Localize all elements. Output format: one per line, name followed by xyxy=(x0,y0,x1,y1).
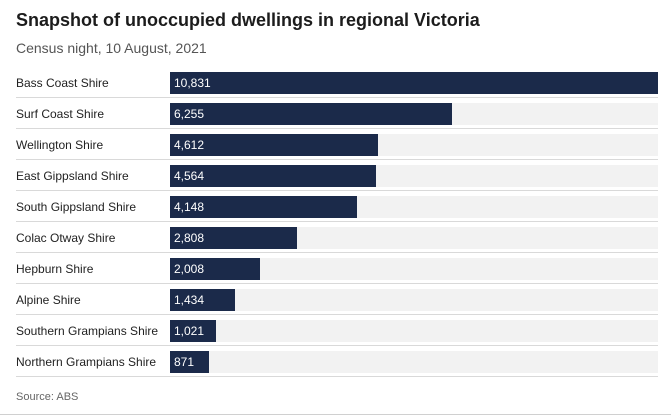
bar-track: 10,831 xyxy=(170,72,658,94)
bar: 871 xyxy=(170,351,209,373)
row-divider xyxy=(16,314,658,315)
bar-track: 4,564 xyxy=(170,165,658,187)
bar-value-label: 1,021 xyxy=(174,324,205,338)
bar-row: Surf Coast Shire 6,255 xyxy=(0,103,671,134)
chart-title: Snapshot of unoccupied dwellings in regi… xyxy=(16,10,480,30)
row-divider xyxy=(16,345,658,346)
source-note: Source: ABS xyxy=(16,391,79,403)
row-divider xyxy=(16,283,658,284)
category-label: Hepburn Shire xyxy=(16,262,94,276)
bar-track: 2,008 xyxy=(170,258,658,280)
bar-track: 4,612 xyxy=(170,134,658,156)
bar: 4,612 xyxy=(170,134,378,156)
bar: 4,564 xyxy=(170,165,376,187)
bar-row: Wellington Shire 4,612 xyxy=(0,134,671,165)
category-label: Surf Coast Shire xyxy=(16,107,105,121)
bar: 6,255 xyxy=(170,103,452,125)
bar-value-label: 4,564 xyxy=(174,169,205,183)
category-label: Colac Otway Shire xyxy=(16,231,116,245)
bar-track: 4,148 xyxy=(170,196,658,218)
category-label: Alpine Shire xyxy=(16,293,81,307)
row-divider xyxy=(16,252,658,253)
bar: 1,434 xyxy=(170,289,235,311)
row-divider xyxy=(16,376,658,377)
bar-row: Hepburn Shire 2,008 xyxy=(0,258,671,289)
bar-value-label: 4,148 xyxy=(174,200,205,214)
bar: 2,808 xyxy=(170,227,297,249)
bar-value-label: 6,255 xyxy=(174,107,205,121)
chart-subtitle: Census night, 10 August, 2021 xyxy=(16,40,207,56)
bar-value-label: 2,808 xyxy=(174,231,205,245)
row-divider xyxy=(16,190,658,191)
bar-track: 2,808 xyxy=(170,227,658,249)
bar-row: East Gippsland Shire 4,564 xyxy=(0,165,671,196)
bar-track: 1,434 xyxy=(170,289,658,311)
bar-row: Bass Coast Shire 10,831 xyxy=(0,72,671,103)
category-label: Wellington Shire xyxy=(16,138,104,152)
bar-row: Southern Grampians Shire 1,021 xyxy=(0,320,671,351)
footer-divider xyxy=(0,414,671,415)
bar-value-label: 10,831 xyxy=(174,76,211,90)
bar-value-label: 2,008 xyxy=(174,262,205,276)
bar: 4,148 xyxy=(170,196,357,218)
bar: 2,008 xyxy=(170,258,260,280)
bar-row: South Gippsland Shire 4,148 xyxy=(0,196,671,227)
bar-value-label: 871 xyxy=(174,355,195,369)
bar-row: Northern Grampians Shire 871 xyxy=(0,351,671,382)
row-divider xyxy=(16,221,658,222)
bar-value-label: 1,434 xyxy=(174,293,205,307)
bar-row: Alpine Shire 1,434 xyxy=(0,289,671,320)
category-label: Bass Coast Shire xyxy=(16,76,109,90)
category-label: Southern Grampians Shire xyxy=(16,324,159,338)
bar-chart: Bass Coast Shire 10,831 Surf Coast Shire 6,… xyxy=(0,70,671,377)
category-label: East Gippsland Shire xyxy=(16,169,129,183)
bar-track: 871 xyxy=(170,351,658,373)
category-label: South Gippsland Shire xyxy=(16,200,137,214)
bar-row: Colac Otway Shire 2,808 xyxy=(0,227,671,258)
bar: 1,021 xyxy=(170,320,216,342)
bar-track: 1,021 xyxy=(170,320,658,342)
row-divider xyxy=(16,159,658,160)
bar-track: 6,255 xyxy=(170,103,658,125)
bar-value-label: 4,612 xyxy=(174,138,205,152)
category-label: Northern Grampians Shire xyxy=(16,355,157,369)
row-divider xyxy=(16,97,658,98)
row-divider xyxy=(16,128,658,129)
bar: 10,831 xyxy=(170,72,658,94)
